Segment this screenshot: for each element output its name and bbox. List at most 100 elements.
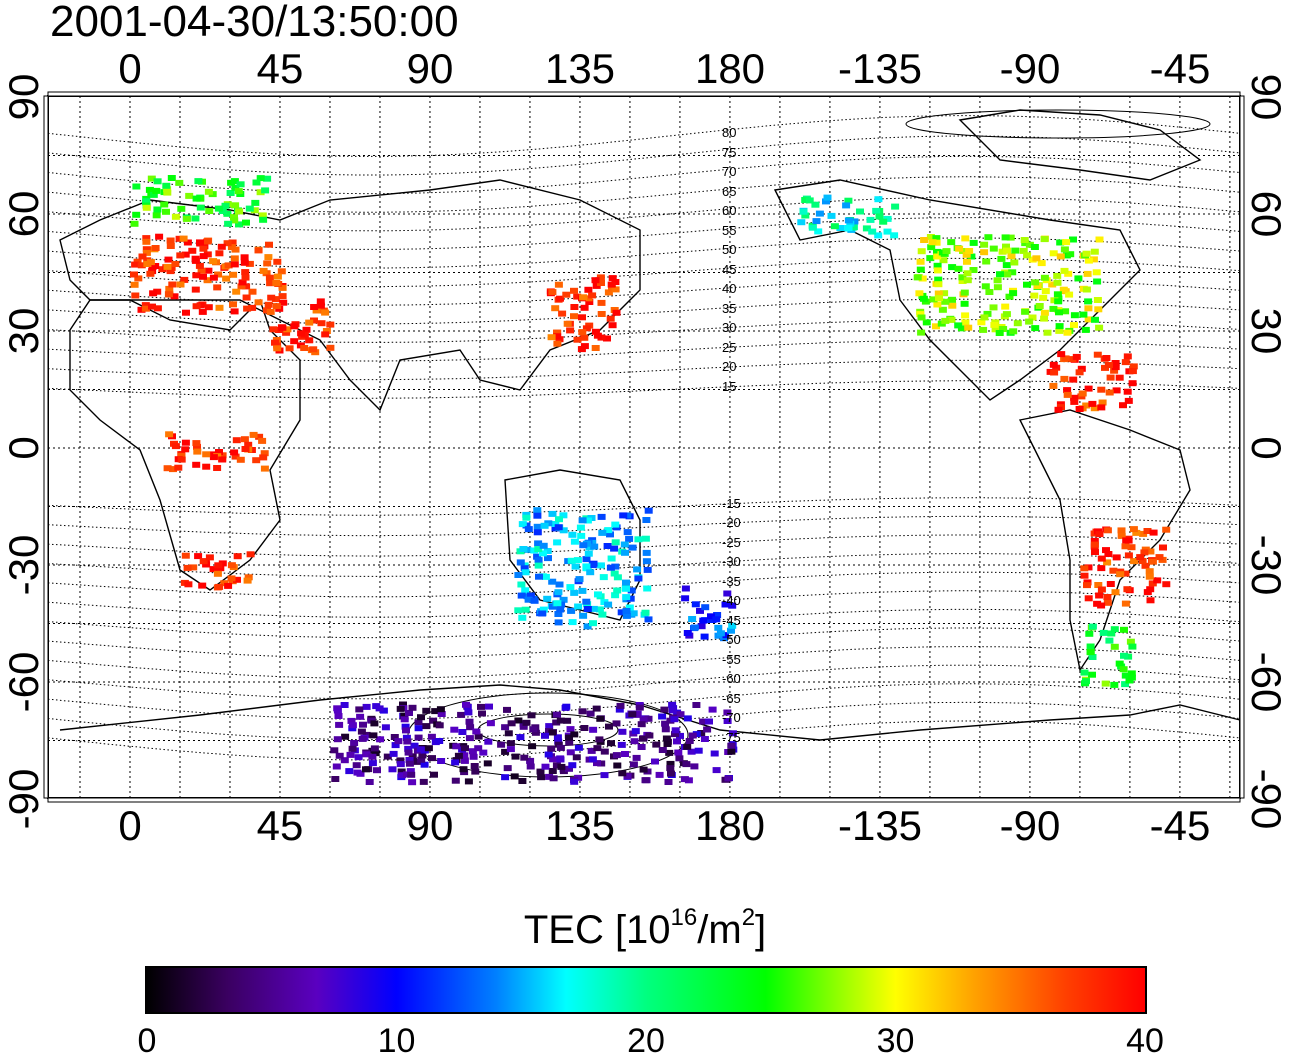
tec-cell — [1104, 551, 1113, 557]
tec-cell — [926, 234, 935, 240]
tec-cell — [593, 760, 601, 767]
coastline — [1018, 409, 1191, 672]
tec-cell — [192, 272, 201, 279]
tec-cell — [582, 325, 591, 332]
tec-cell — [1123, 353, 1132, 360]
tec-cell — [232, 288, 241, 295]
tec-cell — [842, 202, 851, 209]
tec-cell — [1056, 253, 1065, 260]
tec-cell — [591, 277, 600, 284]
tec-cell — [676, 732, 684, 739]
tec-cell — [1103, 527, 1112, 534]
tec-cell — [571, 563, 580, 570]
contour-line — [47, 196, 1241, 232]
tec-cell — [1086, 643, 1095, 650]
tec-cell — [1126, 638, 1135, 645]
tec-cell — [562, 291, 571, 298]
tec-cell — [610, 570, 619, 577]
tec-cell — [402, 734, 411, 741]
tec-cell — [256, 175, 265, 182]
tec-cell — [233, 553, 242, 560]
tec-cell — [222, 275, 231, 282]
tec-cell — [191, 286, 200, 293]
tec-cell — [927, 244, 936, 251]
tec-cell — [518, 614, 527, 621]
tec-cell — [600, 772, 609, 779]
tec-cell — [926, 255, 935, 262]
tec-cell — [175, 179, 184, 186]
tec-cell — [1066, 251, 1075, 258]
tec-cell — [414, 734, 423, 741]
tec-cell — [184, 581, 193, 588]
tec-cell — [540, 522, 549, 529]
tec-cell — [236, 456, 245, 463]
tec-cell — [241, 269, 250, 276]
tec-cell — [958, 278, 967, 284]
contour-label: -25 — [722, 534, 741, 550]
tec-cell — [996, 271, 1004, 278]
tec-cell — [551, 521, 560, 527]
tec-cell — [215, 304, 224, 311]
tec-cell — [610, 545, 619, 552]
tec-cell — [1102, 547, 1110, 554]
tec-cell — [642, 549, 651, 556]
tec-cell — [815, 210, 824, 217]
tec-cell — [229, 271, 238, 278]
tec-cell — [198, 308, 207, 315]
tec-cells — [130, 175, 1171, 786]
tec-cell — [170, 293, 179, 300]
tec-cell — [137, 306, 146, 313]
lat-tick-left: -30 — [0, 534, 47, 596]
tec-cell — [290, 338, 299, 345]
tec-cell — [1112, 387, 1121, 394]
contour-label: 25 — [722, 339, 737, 355]
tec-cell — [710, 750, 719, 757]
tec-cell — [183, 564, 192, 571]
tec-cell — [933, 253, 942, 260]
tec-cell — [1068, 356, 1077, 363]
tec-cell — [844, 217, 853, 224]
tec-cell — [142, 198, 151, 205]
tec-cell — [1063, 387, 1072, 394]
lat-tick-right: 30 — [1243, 307, 1290, 355]
tec-cell — [967, 253, 976, 260]
tec-cell — [240, 436, 249, 443]
tec-cell — [575, 576, 584, 583]
tec-cell — [665, 749, 674, 756]
tec-cell — [592, 705, 601, 712]
tec-cell — [1056, 239, 1065, 246]
tec-cell — [1049, 305, 1058, 312]
tec-cell — [553, 333, 562, 340]
tec-cell — [658, 747, 667, 753]
tec-cell — [1136, 554, 1145, 561]
tec-cell — [164, 291, 173, 298]
tec-cell — [1069, 236, 1077, 243]
tec-cell — [1117, 532, 1126, 539]
contour-line — [47, 278, 1241, 306]
tec-cell — [1121, 600, 1130, 607]
tec-cell — [570, 538, 579, 545]
tec-cell — [1037, 260, 1046, 267]
tec-cell — [1089, 256, 1098, 263]
tec-cell — [279, 299, 288, 306]
tec-cell — [514, 572, 523, 578]
tec-cell — [1054, 406, 1063, 413]
tec-cell — [388, 766, 397, 773]
tec-cell — [205, 208, 214, 214]
tec-cell — [203, 277, 212, 284]
tec-cell — [1055, 323, 1064, 330]
tec-cell — [933, 262, 942, 269]
tec-cell — [534, 546, 543, 552]
tec-cell — [947, 239, 956, 246]
tec-cell — [147, 175, 156, 182]
tec-cell — [1023, 252, 1032, 259]
tec-cell — [1105, 637, 1114, 644]
tec-cell — [193, 448, 202, 455]
tec-cell — [1039, 294, 1048, 301]
tec-cell — [618, 728, 627, 735]
tec-cell — [553, 340, 562, 347]
tec-cell — [1088, 654, 1097, 660]
tec-cell — [1010, 259, 1019, 266]
tec-cell — [1020, 237, 1029, 243]
contour-line — [47, 590, 1241, 618]
